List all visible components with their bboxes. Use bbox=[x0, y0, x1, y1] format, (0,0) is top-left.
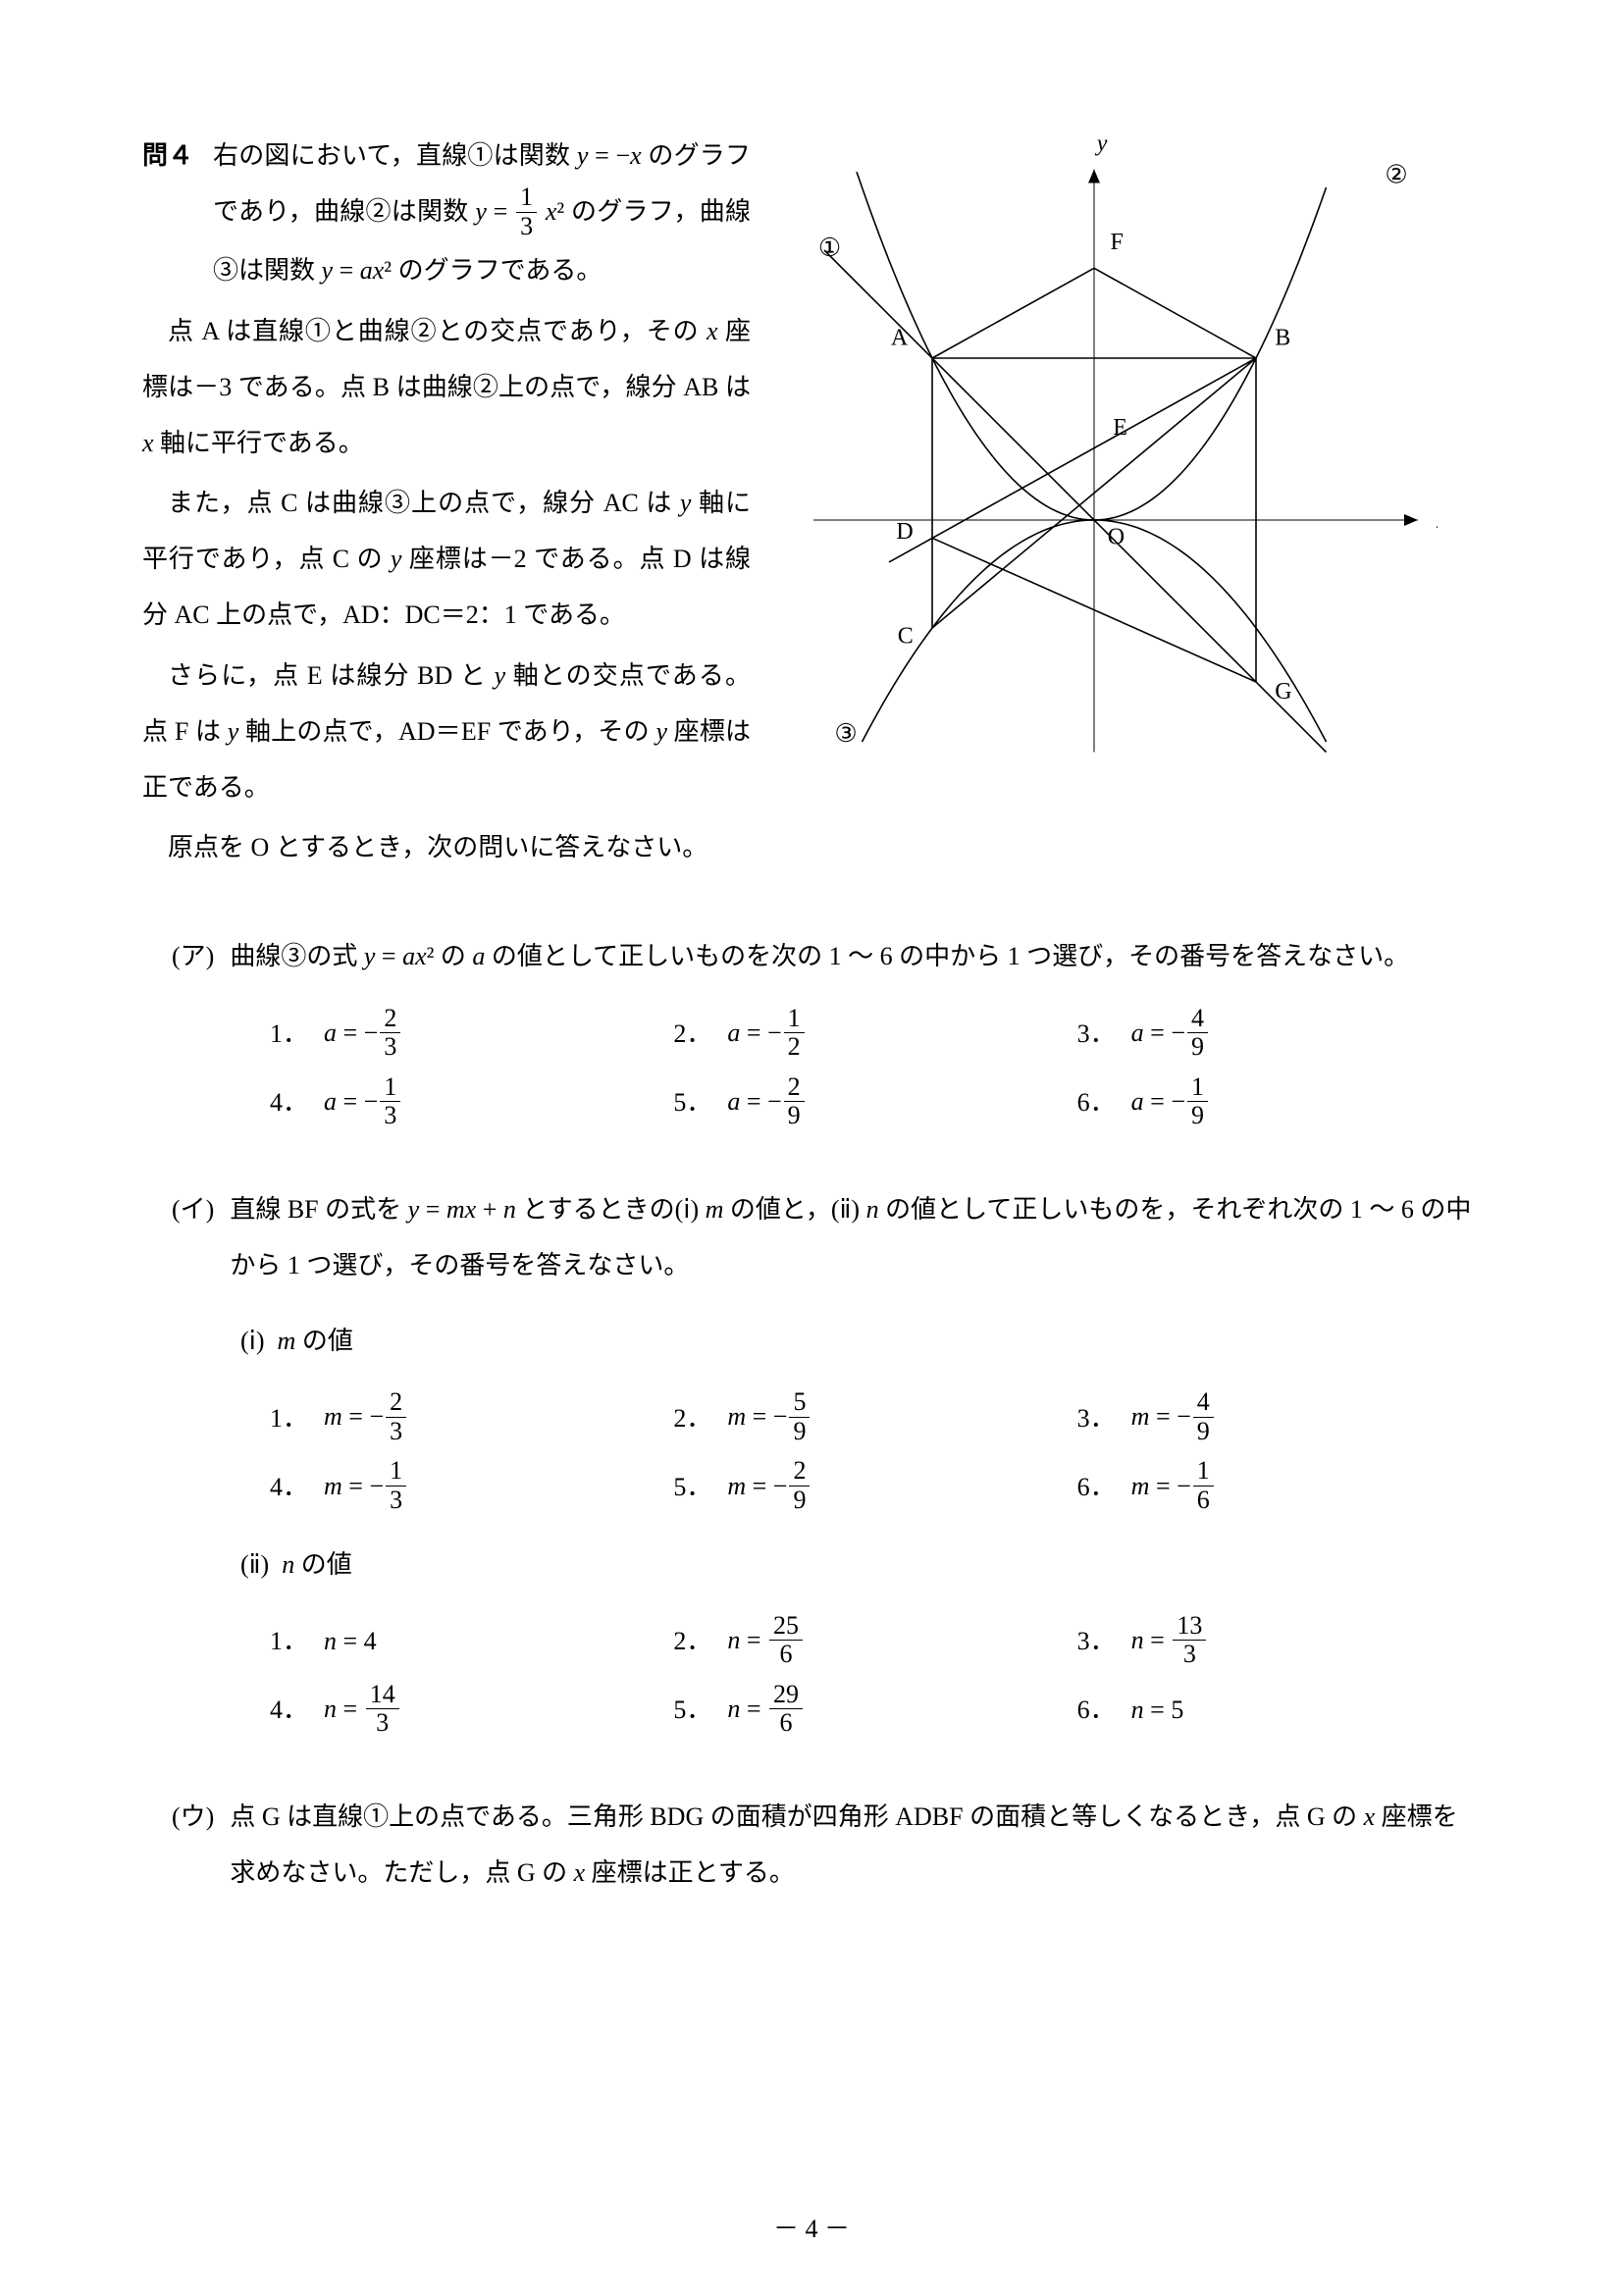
option-expr: n = 256 bbox=[727, 1612, 805, 1671]
option-expr: n = 5 bbox=[1131, 1682, 1184, 1738]
option-expr: a = −29 bbox=[727, 1073, 806, 1132]
answer-option: 1 m = −23 bbox=[270, 1388, 673, 1447]
answer-option: 5 n = 296 bbox=[673, 1681, 1076, 1740]
part-ii-label: (ⅱ) n の値 bbox=[240, 1537, 1481, 1592]
option-expr: m = −59 bbox=[727, 1388, 812, 1447]
page-number: － 4 － bbox=[0, 2201, 1623, 2257]
option-expr: m = −29 bbox=[727, 1458, 812, 1517]
option-expr: m = −16 bbox=[1131, 1458, 1216, 1517]
subq-i-text: 直線 BF の式を y = mx + n とするときの(ⅰ) m の値と，(ⅱ)… bbox=[230, 1181, 1481, 1293]
intro-p5: 原点を O とするとき，次の問いに答えなさい。 bbox=[142, 819, 751, 875]
svg-text:y: y bbox=[1095, 130, 1108, 156]
options-a: 1 a = −23 2 a = −12 3 a = −49 4 a = −13 5 a = −29… bbox=[270, 1005, 1481, 1132]
answer-option: 5 m = −29 bbox=[673, 1458, 1076, 1517]
option-number: 5 bbox=[673, 1074, 711, 1130]
intro-p2: 点 A は直線①と曲線②との交点であり，その x 座標は－3 である。点 B は… bbox=[142, 303, 751, 472]
option-number: 4 bbox=[270, 1682, 308, 1738]
option-number: 1 bbox=[270, 1390, 308, 1446]
answer-option: 5 a = −29 bbox=[673, 1073, 1076, 1132]
answer-option: 6 a = −19 bbox=[1077, 1073, 1481, 1132]
option-number: 3 bbox=[1077, 1613, 1116, 1669]
option-expr: a = −12 bbox=[727, 1005, 806, 1064]
option-number: 4 bbox=[270, 1459, 308, 1515]
intro-p1: 右の図において，直線①は関数 y = −x のグラフであり，曲線②は関数 y =… bbox=[213, 128, 751, 299]
answer-option: 3 a = −49 bbox=[1077, 1005, 1481, 1064]
answer-option: 2 m = −59 bbox=[673, 1388, 1076, 1447]
option-number: 1 bbox=[270, 1006, 308, 1062]
subquestion-a: (ア) 曲線③の式 y = ax² の a の値として正しいものを次の 1 ～ … bbox=[172, 928, 1481, 1131]
option-number: 6 bbox=[1077, 1459, 1116, 1515]
option-number: 3 bbox=[1077, 1390, 1116, 1446]
option-expr: n = 133 bbox=[1131, 1612, 1209, 1671]
answer-option: 6 m = −16 bbox=[1077, 1458, 1481, 1517]
subq-a-label: (ア) bbox=[172, 928, 214, 984]
problem-header: 問４ 右の図において，直線①は関数 y = −x のグラフであり，曲線②は関数 … bbox=[142, 128, 751, 303]
svg-text:③: ③ bbox=[834, 719, 857, 748]
option-expr: a = −23 bbox=[324, 1005, 402, 1064]
subq-i-label: (イ) bbox=[172, 1181, 214, 1293]
answer-option: 2 n = 256 bbox=[673, 1612, 1076, 1671]
svg-text:D: D bbox=[896, 519, 913, 545]
part-i-label: (ⅰ) m の値 bbox=[240, 1313, 1481, 1369]
svg-text:A: A bbox=[891, 325, 909, 350]
option-expr: a = −49 bbox=[1131, 1005, 1210, 1064]
option-number: 6 bbox=[1077, 1682, 1116, 1738]
option-expr: a = −19 bbox=[1131, 1073, 1210, 1132]
option-number: 2 bbox=[673, 1390, 711, 1446]
option-number: 6 bbox=[1077, 1074, 1116, 1130]
answer-option: 4 n = 143 bbox=[270, 1681, 673, 1740]
subquestion-u: (ウ) 点 G は直線①上の点である。三角形 BDG の面積が四角形 ADBF … bbox=[172, 1789, 1481, 1901]
option-number: 5 bbox=[673, 1682, 711, 1738]
options-i-n: 1 n = 4 2 n = 256 3 n = 133 4 n = 143 5 n = 296 6n… bbox=[270, 1612, 1481, 1740]
option-number: 4 bbox=[270, 1074, 308, 1130]
answer-option: 4 a = −13 bbox=[270, 1073, 673, 1132]
option-expr: m = −23 bbox=[324, 1388, 408, 1447]
svg-text:①: ① bbox=[818, 234, 841, 262]
option-expr: n = 143 bbox=[324, 1681, 401, 1740]
options-i-m: 1 m = −23 2 m = −59 3 m = −49 4 m = −13 5 m = −29… bbox=[270, 1388, 1481, 1516]
svg-text:F: F bbox=[1111, 230, 1124, 255]
answer-option: 2 a = −12 bbox=[673, 1005, 1076, 1064]
option-expr: m = −13 bbox=[324, 1458, 408, 1517]
svg-text:B: B bbox=[1275, 325, 1290, 350]
option-number: 1 bbox=[270, 1613, 308, 1669]
problem-label: 問４ bbox=[142, 128, 193, 183]
subq-u-text: 点 G は直線①上の点である。三角形 BDG の面積が四角形 ADBF の面積と… bbox=[230, 1789, 1481, 1901]
answer-option: 3 n = 133 bbox=[1077, 1612, 1481, 1671]
intro-p3: また，点 C は曲線③上の点で，線分 AC は y 軸に平行であり，点 C の … bbox=[142, 475, 751, 644]
answer-option: 1 n = 4 bbox=[270, 1612, 673, 1671]
problem-figure: xyO①②③ABCDEFG bbox=[770, 128, 1438, 756]
option-number: 5 bbox=[673, 1459, 711, 1515]
option-number: 2 bbox=[673, 1006, 711, 1062]
option-number: 2 bbox=[673, 1613, 711, 1669]
figure-svg: xyO①②③ABCDEFG bbox=[770, 128, 1438, 756]
answer-option: 3 m = −49 bbox=[1077, 1388, 1481, 1447]
svg-text:②: ② bbox=[1385, 161, 1407, 189]
problem-intro: 問４ 右の図において，直線①は関数 y = −x のグラフであり，曲線②は関数 … bbox=[142, 128, 1481, 879]
answer-option: 6 n = 5 bbox=[1077, 1681, 1481, 1740]
intro-p4: さらに，点 E は線分 BD と y 軸との交点である。点 F は y 軸上の点… bbox=[142, 648, 751, 816]
option-expr: a = −13 bbox=[324, 1073, 402, 1132]
subq-a-text: 曲線③の式 y = ax² の a の値として正しいものを次の 1 ～ 6 の中… bbox=[230, 928, 1481, 984]
svg-text:x: x bbox=[1436, 508, 1438, 534]
svg-text:E: E bbox=[1113, 415, 1127, 441]
intro-text-column: 問４ 右の図において，直線①は関数 y = −x のグラフであり，曲線②は関数 … bbox=[142, 128, 751, 879]
eq1: y bbox=[577, 141, 589, 170]
svg-text:C: C bbox=[898, 624, 914, 650]
answer-option: 1 a = −23 bbox=[270, 1005, 673, 1064]
option-expr: n = 296 bbox=[727, 1681, 805, 1740]
subquestion-i: (イ) 直線 BF の式を y = mx + n とするときの(ⅰ) m の値と… bbox=[172, 1181, 1481, 1740]
svg-text:G: G bbox=[1275, 679, 1291, 704]
answer-option: 4 m = −13 bbox=[270, 1458, 673, 1517]
option-expr: m = −49 bbox=[1131, 1388, 1216, 1447]
option-number: 3 bbox=[1077, 1006, 1116, 1062]
option-expr: n = 4 bbox=[324, 1613, 377, 1669]
subq-u-label: (ウ) bbox=[172, 1789, 214, 1901]
